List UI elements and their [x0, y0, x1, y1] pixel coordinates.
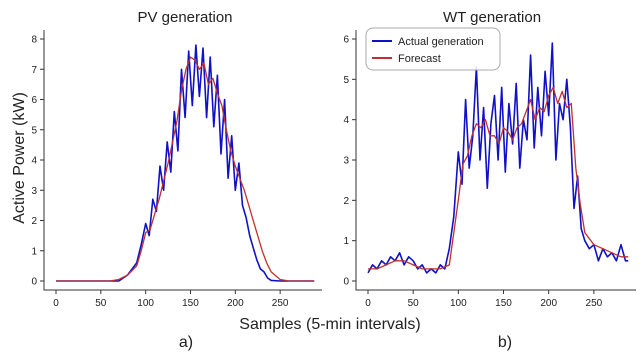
x-tick-label: 150	[495, 298, 512, 309]
y-tick-label: 6	[343, 35, 349, 46]
legend-entry: Forecast	[398, 53, 441, 65]
y-tick-label: 0	[31, 277, 37, 288]
chart-a-title: PV generation	[137, 9, 232, 26]
y-tick-label: 2	[343, 196, 349, 207]
x-tick-label: 0	[365, 298, 371, 309]
x-tick-label: 150	[182, 298, 199, 309]
y-tick-label: 4	[31, 156, 37, 167]
sublabel-b: b)	[498, 334, 512, 351]
x-tick-label: 200	[227, 298, 244, 309]
y-tick-label: 1	[31, 246, 37, 257]
y-tick-label: 5	[343, 75, 349, 86]
x-tick-label: 50	[408, 298, 420, 309]
chart-b-title: WT generation	[443, 9, 541, 26]
y-tick-label: 0	[343, 277, 349, 288]
axes-spine	[43, 30, 322, 291]
chart-a-pv-generation: 0 1 2 3 4 5 6 7 8 0 50 100 150 200 250	[31, 30, 322, 309]
y-tick-label: 6	[31, 95, 37, 106]
x-tick-label: 50	[95, 298, 107, 309]
x-tick-label: 250	[272, 298, 289, 309]
x-tick-label: 100	[450, 298, 467, 309]
legend-box	[365, 27, 501, 71]
actual-series-line	[56, 44, 315, 282]
x-tick-label: 100	[137, 298, 154, 309]
y-tick-label: 1	[343, 236, 349, 247]
axes-spine	[355, 30, 636, 291]
chart-b-wt-generation: 0 1 2 3 4 5 6 0 50 100 150 200 250 Actual generation F…	[343, 27, 636, 309]
sublabel-a: a)	[179, 334, 193, 351]
y-tick-label: 5	[31, 125, 37, 136]
y-tick-label: 3	[31, 186, 37, 197]
y-tick-label: 4	[343, 115, 349, 126]
x-tick-label: 250	[586, 298, 603, 309]
forecast-series-line	[368, 86, 629, 270]
y-axis-label: Active Power (kW)	[11, 92, 28, 224]
y-tick-label: 7	[31, 65, 37, 76]
x-tick-label: 0	[53, 298, 59, 309]
forecast-series-line	[56, 56, 315, 282]
y-tick-label: 8	[31, 35, 37, 46]
x-axis-label: Samples (5-min intervals)	[239, 316, 420, 333]
y-tick-label: 3	[343, 156, 349, 167]
y-tick-label: 2	[31, 216, 37, 227]
legend-entry: Actual generation	[398, 36, 484, 48]
x-tick-label: 200	[540, 298, 557, 309]
